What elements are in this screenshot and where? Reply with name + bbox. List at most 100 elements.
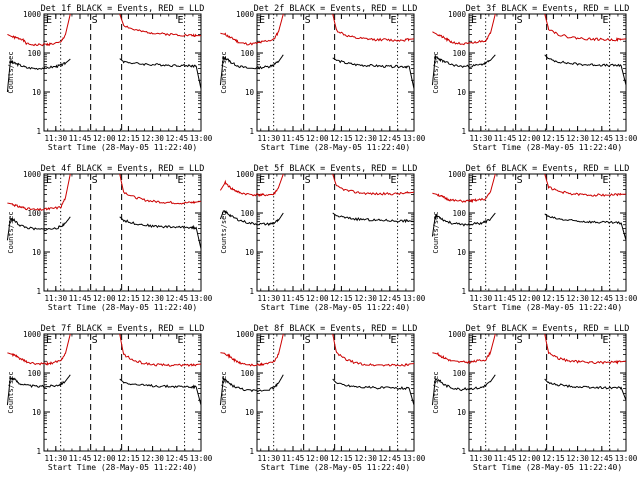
marker-letter: S	[92, 335, 98, 346]
marker-letter: S	[305, 335, 311, 346]
x-tick-label: 12:30	[354, 134, 377, 143]
y-tick-label: 1000	[23, 330, 42, 339]
x-tick-label: 11:45	[494, 454, 517, 463]
panel-title: Det 3f BLACK = Events, RED = LLD	[466, 4, 630, 14]
x-tick-label: 12:15	[330, 294, 353, 303]
x-axis-label: Start Time (28-May-05 11:22:40)	[261, 303, 410, 312]
marker-letter: E	[471, 175, 477, 186]
y-tick-label: 1000	[448, 10, 467, 19]
panel-det-1f: Det 1f BLACK = Events, RED = LLD Counts/s…	[6, 4, 213, 152]
panel-title: Det 7f BLACK = Events, RED = LLD	[41, 324, 205, 334]
y-tick-label: 10	[245, 408, 255, 417]
events-series-line	[332, 212, 415, 224]
marker-letter: E	[259, 175, 265, 186]
plot-frame	[468, 173, 627, 292]
events-series-line	[119, 378, 202, 406]
lld-series-line	[432, 173, 496, 204]
panel-title: Det 1f BLACK = Events, RED = LLD	[41, 4, 205, 14]
events-series-line	[219, 374, 284, 406]
lld-series-line	[544, 13, 626, 43]
marker-letter: E	[259, 15, 265, 26]
marker-letter: E	[178, 175, 184, 186]
panel-title: Det 8f BLACK = Events, RED = LLD	[254, 324, 418, 334]
y-axis-label: Counts/sec	[220, 211, 228, 253]
lld-series-line	[332, 173, 414, 196]
x-tick-label: 12:00	[518, 134, 541, 143]
events-series-line	[119, 58, 202, 90]
x-tick-label: 11:30	[45, 134, 68, 143]
y-axis-label: Counts/sec	[432, 371, 440, 413]
events-series-line	[431, 212, 496, 237]
y-tick-label: 10	[32, 408, 42, 417]
lld-series-line	[7, 13, 71, 47]
x-tick-label: 12:00	[93, 454, 116, 463]
events-series-line	[544, 213, 627, 241]
y-axis-label: Counts/sec	[7, 51, 15, 93]
lld-series-line	[119, 333, 202, 367]
x-tick-label: 12:15	[330, 134, 353, 143]
y-tick-label: 100	[452, 209, 466, 218]
x-tick-label: 12:15	[117, 134, 140, 143]
panel-det-7f: Det 7f BLACK = Events, RED = LLD Counts/s…	[6, 324, 213, 472]
y-tick-label: 1	[461, 447, 466, 456]
marker-letter: E	[471, 15, 477, 26]
marker-letter: S	[517, 175, 523, 186]
marker-letter: E	[391, 175, 397, 186]
marker-letter: E	[46, 15, 52, 26]
marker-letter: E	[46, 175, 52, 186]
x-tick-label: 11:30	[470, 454, 493, 463]
panel-det-4f: Det 4f BLACK = Events, RED = LLD Counts/s…	[6, 164, 213, 312]
x-axis-label: Start Time (28-May-05 11:22:40)	[473, 303, 622, 312]
x-tick-label: 11:30	[470, 134, 493, 143]
lld-series-line	[332, 13, 414, 42]
y-tick-label: 1000	[236, 330, 255, 339]
x-tick-label: 12:30	[141, 454, 164, 463]
y-axis-label: Counts/sec	[432, 211, 440, 253]
x-tick-label: 11:30	[258, 454, 281, 463]
x-tick-label: 12:45	[379, 294, 402, 303]
y-tick-label: 10	[32, 88, 42, 97]
x-axis-label: Start Time (28-May-05 11:22:40)	[48, 143, 197, 152]
y-axis-label: Counts/sec	[7, 371, 15, 413]
y-tick-label: 1	[249, 447, 254, 456]
events-series-line	[6, 374, 71, 406]
panel-det-6f: Det 6f BLACK = Events, RED = LLD Counts/s…	[431, 164, 638, 312]
x-tick-label: 11:45	[282, 454, 305, 463]
x-tick-label: 12:00	[306, 294, 329, 303]
plot-frame	[256, 173, 415, 292]
plot-frame	[43, 173, 202, 292]
x-tick-label: 12:15	[330, 454, 353, 463]
x-tick-label: 12:15	[542, 294, 565, 303]
lld-series-line	[7, 333, 71, 366]
x-tick-label: 12:45	[166, 134, 189, 143]
events-series-line	[6, 216, 71, 241]
x-tick-label: 11:45	[282, 134, 305, 143]
y-tick-label: 1	[36, 287, 41, 296]
x-tick-label: 11:30	[258, 134, 281, 143]
y-tick-label: 1000	[236, 170, 255, 179]
x-tick-label: 11:45	[69, 294, 92, 303]
events-series-line	[332, 378, 415, 406]
panel-title: Det 5f BLACK = Events, RED = LLD	[254, 164, 418, 174]
y-tick-label: 1	[461, 287, 466, 296]
plot-frame	[43, 13, 202, 132]
x-axis-label: Start Time (28-May-05 11:22:40)	[261, 143, 410, 152]
x-tick-label: 13:00	[190, 134, 213, 143]
x-tick-label: 12:30	[566, 134, 589, 143]
y-tick-label: 1	[461, 127, 466, 136]
events-series-line	[219, 54, 284, 86]
events-series-line	[431, 54, 496, 86]
x-tick-label: 12:45	[379, 454, 402, 463]
marker-letter: E	[471, 335, 477, 346]
marker-letter: E	[178, 335, 184, 346]
x-tick-label: 11:30	[45, 454, 68, 463]
plot-frame	[468, 333, 627, 452]
marker-letter: E	[603, 335, 609, 346]
x-tick-label: 13:00	[190, 454, 213, 463]
events-series-line	[219, 209, 284, 227]
marker-letter: S	[92, 175, 98, 186]
y-axis-label: Counts/sec	[7, 211, 15, 253]
marker-letter: E	[603, 15, 609, 26]
y-tick-label: 10	[457, 88, 467, 97]
marker-letter: E	[603, 175, 609, 186]
